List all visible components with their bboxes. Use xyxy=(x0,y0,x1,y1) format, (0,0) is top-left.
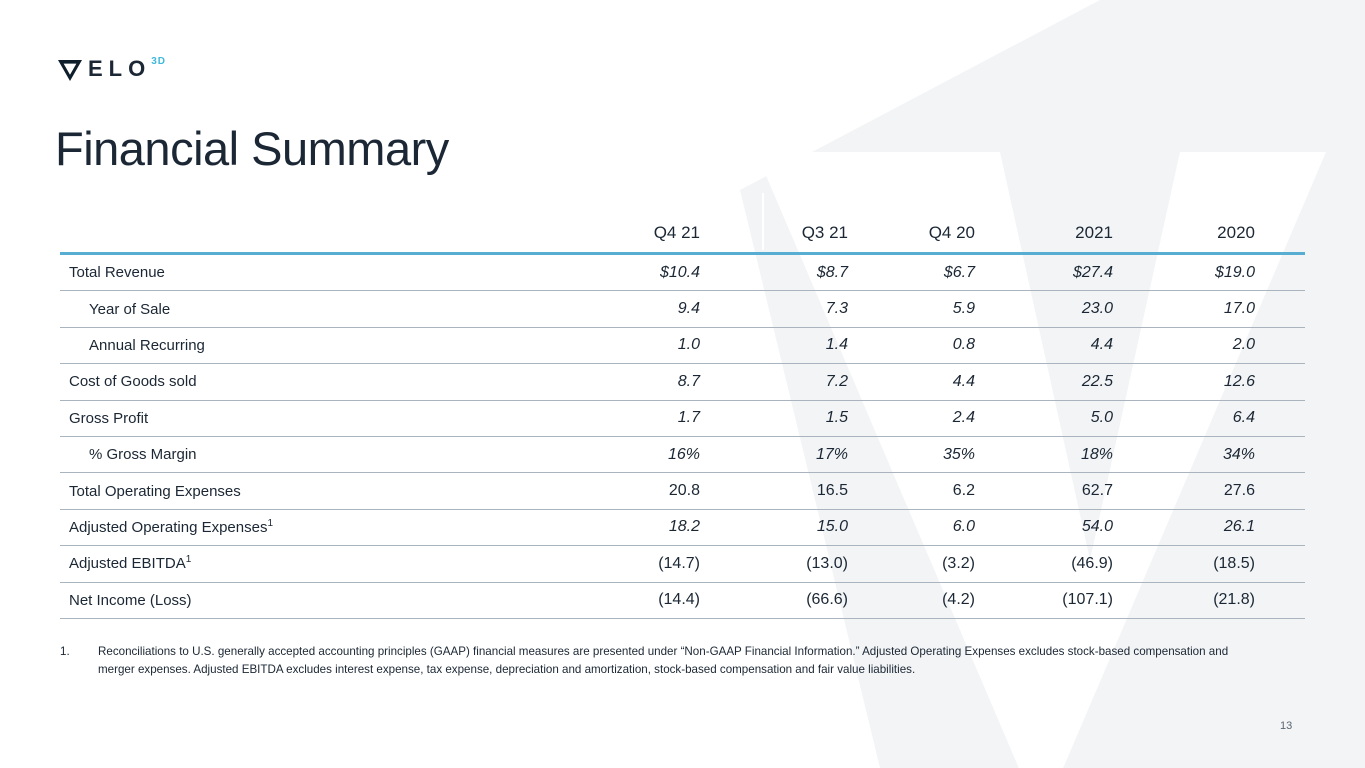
header-column-divider xyxy=(762,193,764,250)
page-number: 13 xyxy=(1280,720,1293,732)
cell-value: 1.0 xyxy=(677,336,700,354)
cell-value: 1.7 xyxy=(677,409,700,427)
cell-value: (107.1) xyxy=(1062,591,1113,609)
row-label: % Gross Margin xyxy=(89,446,197,464)
cell-value: 4.4 xyxy=(952,372,975,390)
cell-value: 6.2 xyxy=(952,482,975,500)
table-row: % Gross Margin 16% 17% 35% 18% 34% xyxy=(60,437,1305,474)
cell-value: 6.0 xyxy=(952,518,975,536)
cell-value: (14.4) xyxy=(658,591,700,609)
cell-value: 9.4 xyxy=(677,300,700,318)
label-superscript: 1 xyxy=(267,517,274,529)
cell-value: 22.5 xyxy=(1081,372,1113,390)
cell-value: (66.6) xyxy=(806,591,848,609)
table-row: Total Revenue $10.4 $8.7 $6.7 $27.4 $19.0 xyxy=(60,255,1305,292)
row-label: Year of Sale xyxy=(89,300,171,318)
cell-value: 7.2 xyxy=(825,372,848,390)
table-header-row: Q4 21 Q3 21 Q4 20 2021 2020 xyxy=(60,195,1305,252)
column-header: 2021 xyxy=(1075,223,1113,242)
table-row: Total Operating Expenses 20.8 16.5 6.2 62.7 2… xyxy=(60,473,1305,510)
cell-value: 5.9 xyxy=(952,300,975,318)
cell-value: 17.0 xyxy=(1223,300,1255,318)
cell-value: 5.0 xyxy=(1090,409,1113,427)
cell-value: 54.0 xyxy=(1081,518,1113,536)
cell-value: $6.7 xyxy=(943,263,975,281)
cell-value: 62.7 xyxy=(1081,482,1113,500)
cell-value: (13.0) xyxy=(806,554,848,572)
nabla-logo-icon xyxy=(58,60,82,81)
header-corner-blank xyxy=(60,243,460,252)
cell-value: $19.0 xyxy=(1214,263,1255,281)
row-label: Adjusted EBITDA1 xyxy=(69,554,192,573)
logo-letters: ELO xyxy=(88,56,152,81)
table-row: Cost of Goods sold 8.7 7.2 4.4 22.5 12.6 xyxy=(60,364,1305,401)
table-body: Total Revenue $10.4 $8.7 $6.7 $27.4 $19.0 Year… xyxy=(60,252,1305,619)
row-label: Cost of Goods sold xyxy=(69,373,197,391)
cell-value: 23.0 xyxy=(1081,300,1113,318)
cell-value: $27.4 xyxy=(1072,263,1113,281)
row-label: Annual Recurring xyxy=(89,336,205,354)
table-row: Year of Sale 9.4 7.3 5.9 23.0 17.0 xyxy=(60,291,1305,328)
cell-value: 34% xyxy=(1222,445,1255,463)
cell-value: (46.9) xyxy=(1071,554,1113,572)
cell-value: 2.4 xyxy=(952,409,975,427)
cell-value: (4.2) xyxy=(942,591,975,609)
cell-value: 20.8 xyxy=(668,482,700,500)
cell-value: 26.1 xyxy=(1223,518,1255,536)
velo3d-logo: ELO 3D xyxy=(57,57,166,85)
cell-value: 1.5 xyxy=(825,409,848,427)
cell-value: 17% xyxy=(815,445,848,463)
label-superscript: 1 xyxy=(185,554,192,566)
cell-value: 18.2 xyxy=(668,518,700,536)
row-label: Net Income (Loss) xyxy=(69,591,192,609)
row-label: Adjusted Operating Expenses1 xyxy=(69,517,274,536)
table-row: Adjusted EBITDA1 (14.7) (13.0) (3.2) (46.9) (… xyxy=(60,546,1305,583)
footnote-text: Reconciliations to U.S. generally accept… xyxy=(98,645,1229,676)
page-title: Financial Summary xyxy=(55,122,449,175)
cell-value: (21.8) xyxy=(1213,591,1255,609)
cell-value: 27.6 xyxy=(1223,482,1255,500)
cell-value: 12.6 xyxy=(1223,372,1255,390)
cell-value: $8.7 xyxy=(816,263,848,281)
cell-value: (3.2) xyxy=(942,554,975,572)
column-header: 2020 xyxy=(1217,223,1255,242)
column-header: Q4 20 xyxy=(928,223,975,242)
row-label: Total Operating Expenses xyxy=(69,482,241,500)
footnote-number: 1. xyxy=(60,645,70,658)
cell-value: 0.8 xyxy=(952,336,975,354)
column-header: Q4 21 xyxy=(653,223,700,242)
cell-value: $10.4 xyxy=(659,263,700,281)
footnote: 1. Reconciliations to U.S. generally acc… xyxy=(60,643,1255,678)
cell-value: 7.3 xyxy=(825,300,848,318)
table-row: Annual Recurring 1.0 1.4 0.8 4.4 2.0 xyxy=(60,328,1305,365)
cell-value: 16% xyxy=(667,445,700,463)
cell-value: 6.4 xyxy=(1232,409,1255,427)
cell-value: 15.0 xyxy=(816,518,848,536)
column-header: Q3 21 xyxy=(801,223,848,242)
cell-value: 2.0 xyxy=(1232,336,1255,354)
cell-value: (14.7) xyxy=(658,554,700,572)
cell-value: 1.4 xyxy=(825,336,848,354)
cell-value: (18.5) xyxy=(1213,554,1255,572)
financial-table: Q4 21 Q3 21 Q4 20 2021 2020 Total Revenue $10… xyxy=(60,193,1305,619)
cell-value: 16.5 xyxy=(816,482,848,500)
row-label: Total Revenue xyxy=(69,264,165,282)
logo-3d-superscript: 3D xyxy=(151,56,167,67)
table-row: Gross Profit 1.7 1.5 2.4 5.0 6.4 xyxy=(60,401,1305,437)
cell-value: 35% xyxy=(942,445,975,463)
cell-value: 8.7 xyxy=(677,372,700,390)
table-row: Net Income (Loss) (14.4) (66.6) (4.2) (107.1… xyxy=(60,583,1305,619)
row-label: Gross Profit xyxy=(69,409,149,427)
table-row: Adjusted Operating Expenses1 18.2 15.0 6.0 5… xyxy=(60,510,1305,547)
cell-value: 4.4 xyxy=(1090,336,1113,354)
cell-value: 18% xyxy=(1080,445,1113,463)
